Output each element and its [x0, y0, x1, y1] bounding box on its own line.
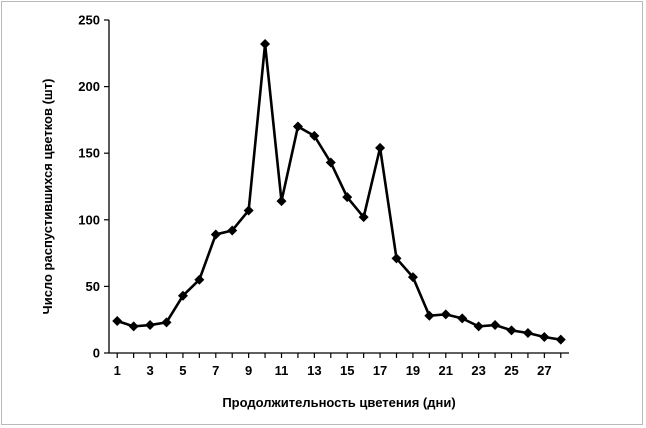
data-point-marker [506, 325, 517, 336]
data-point-marker [128, 321, 139, 332]
x-ticks: 1 3 5 7 9 11 13 15 17 19 21 23 25 27 [114, 353, 562, 378]
x-tick-label: 23 [471, 363, 485, 378]
data-point-marker [292, 121, 303, 132]
data-point-marker [407, 272, 418, 283]
data-point-marker [440, 309, 451, 320]
x-tick-label: 15 [340, 363, 354, 378]
y-ticks: 0 50 100 150 200 250 [78, 13, 109, 361]
data-point-marker [194, 274, 205, 285]
data-point-marker [375, 142, 386, 153]
x-tick-label: 17 [373, 363, 387, 378]
x-tick-label: 9 [245, 363, 252, 378]
x-tick-label: 25 [504, 363, 518, 378]
data-point-marker [210, 229, 221, 240]
x-tick-label: 13 [307, 363, 321, 378]
data-point-marker [309, 130, 320, 141]
x-tick-label: 21 [439, 363, 453, 378]
y-tick-label: 50 [86, 279, 100, 294]
x-tick-label: 3 [146, 363, 153, 378]
data-point-marker [177, 290, 188, 301]
data-point-marker [276, 196, 287, 207]
data-point-marker [522, 328, 533, 339]
x-tick-label: 5 [179, 363, 186, 378]
data-point-marker [457, 313, 468, 324]
data-point-marker [490, 320, 501, 331]
data-point-marker [358, 212, 369, 223]
data-point-marker [555, 334, 566, 345]
data-point-marker [325, 157, 336, 168]
x-tick-label: 27 [537, 363, 551, 378]
axes [108, 20, 569, 354]
y-tick-label: 100 [78, 212, 100, 227]
series-layer [112, 38, 566, 345]
data-point-marker [391, 253, 402, 264]
x-tick-label: 19 [406, 363, 420, 378]
x-tick-label: 7 [212, 363, 219, 378]
data-point-marker [112, 316, 123, 327]
data-point-marker [424, 310, 435, 321]
y-tick-label: 250 [78, 13, 100, 28]
series-line [116, 42, 561, 341]
y-tick-label: 200 [78, 79, 100, 94]
data-point-marker [161, 317, 172, 328]
data-point-marker [260, 38, 271, 49]
data-point-marker [342, 192, 353, 203]
y-tick-label: 0 [93, 346, 100, 361]
x-tick-label: 11 [275, 363, 289, 378]
y-tick-label: 150 [78, 146, 100, 161]
x-tick-label: 1 [114, 363, 121, 378]
x-axis-title: Продолжительность цветения (дни) [222, 395, 455, 410]
data-point-marker [539, 332, 550, 343]
data-point-marker [473, 321, 484, 332]
data-point-marker [227, 225, 238, 236]
data-point-marker [243, 205, 254, 216]
data-point-marker [145, 320, 156, 331]
y-axis-title: Число распустившихся цветков (шт) [40, 79, 55, 315]
